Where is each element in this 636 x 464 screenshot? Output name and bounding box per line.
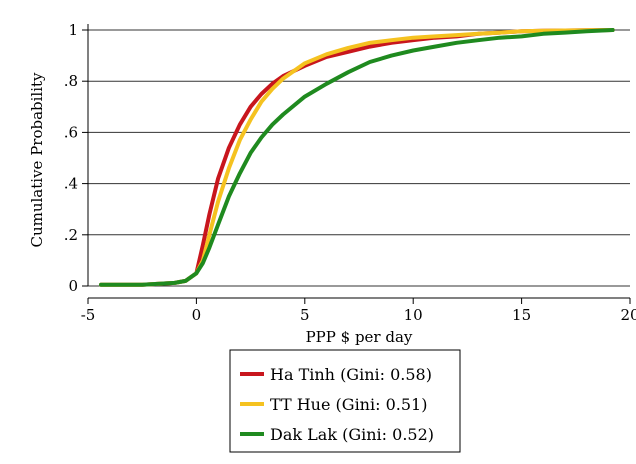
legend-box <box>229 349 461 453</box>
y-tick-label: .2 <box>64 226 78 244</box>
y-tick-label: .4 <box>64 175 78 193</box>
x-tick-label: 10 <box>404 306 423 324</box>
y-tick-label: .8 <box>64 72 78 90</box>
y-tick-label: 0 <box>68 277 78 295</box>
y-tick-label: 1 <box>68 21 78 39</box>
legend-label-2: Dak Lak (Gini: 0.52) <box>270 425 434 444</box>
x-tick-label: 15 <box>512 306 531 324</box>
axes: 0.2.4.6.81-5 0 5 10 15 20 <box>64 21 636 324</box>
y-tick-label: .6 <box>64 123 78 141</box>
x-tick-label: -5 <box>81 306 96 324</box>
x-tick-label: 20 <box>620 306 636 324</box>
series-line-2 <box>99 28 615 287</box>
legend-label-1: TT Hue (Gini: 0.51) <box>270 395 427 414</box>
series-lines <box>99 28 615 287</box>
legend-label-0: Ha Tinh (Gini: 0.58) <box>270 365 432 384</box>
x-tick-label: 0 <box>192 306 202 324</box>
x-tick-label: 5 <box>300 306 310 324</box>
legend: Ha Tinh (Gini: 0.58) TT Hue (Gini: 0.51) D… <box>229 349 461 453</box>
x-axis-title: PPP $ per day <box>306 328 413 346</box>
y-axis-title: Cumulative Probability <box>28 72 46 248</box>
gridlines <box>88 29 630 287</box>
